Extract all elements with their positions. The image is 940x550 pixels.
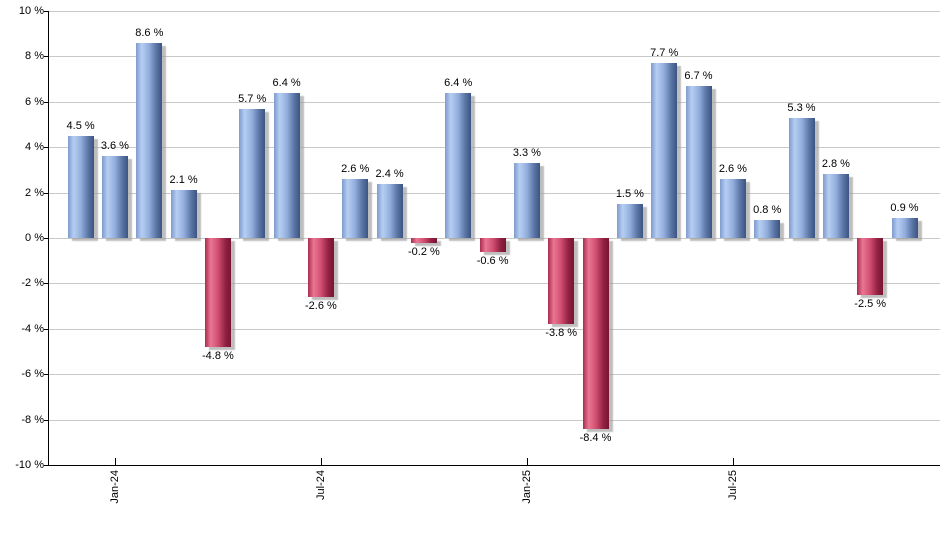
bar-Sep-25 xyxy=(788,117,815,238)
y-axis-tick-label: 10 % xyxy=(18,5,44,17)
bar-value-label: -0.6 % xyxy=(476,254,509,267)
y-axis-line xyxy=(48,11,49,466)
bar-value-label: 5.3 % xyxy=(787,101,816,114)
bar-Nov-25 xyxy=(857,238,884,295)
bar-Sep-24 xyxy=(376,183,403,238)
y-axis-tick xyxy=(44,11,48,12)
bar-value-label: -2.5 % xyxy=(854,297,887,310)
y-axis-tick-label: 8 % xyxy=(25,50,44,63)
bar-Apr-24 xyxy=(204,238,231,347)
x-axis-tick-label: Jan-25 xyxy=(520,470,533,504)
bar-value-label: 0.9 % xyxy=(890,201,919,214)
gridline xyxy=(48,328,940,330)
bar-Aug-24 xyxy=(342,179,369,238)
bar-value-label: 6.7 % xyxy=(684,69,713,82)
x-axis-tick-label: Jul-24 xyxy=(314,470,327,500)
y-axis-tick xyxy=(44,238,48,239)
y-axis-tick xyxy=(44,419,48,421)
bar-Apr-25 xyxy=(616,203,643,238)
y-axis-tick-label: -8 % xyxy=(21,413,44,426)
bar-value-label: -0.2 % xyxy=(407,245,440,258)
y-axis-tick-label: -10 % xyxy=(15,459,44,471)
x-axis-line xyxy=(48,465,940,466)
x-axis-tick xyxy=(526,458,528,465)
bar-Jan-24 xyxy=(101,156,128,238)
x-axis-tick-label: Jul-25 xyxy=(726,470,739,500)
bar-value-label: 6.4 % xyxy=(444,76,473,89)
bar-value-label: -8.4 % xyxy=(579,431,612,444)
x-axis-tick xyxy=(732,458,734,465)
gridline xyxy=(48,283,940,285)
bar-value-label: 1.5 % xyxy=(615,187,644,200)
gridline xyxy=(48,419,940,421)
bar-value-label: -4.8 % xyxy=(201,350,234,362)
bar-Nov-24 xyxy=(445,92,472,238)
gridline xyxy=(48,192,940,194)
bar-value-label: 3.3 % xyxy=(512,147,541,160)
bar-Dec-24 xyxy=(479,238,506,252)
y-axis-tick-label: -2 % xyxy=(21,277,44,290)
y-axis-tick xyxy=(44,56,48,58)
bar-value-label: 6.4 % xyxy=(272,76,301,89)
x-axis-tick-label: Jan-24 xyxy=(108,470,121,504)
gridline xyxy=(48,56,940,58)
y-axis-tick-label: 4 % xyxy=(25,141,44,154)
bar-May-25 xyxy=(651,63,678,238)
bar-value-label: 2.1 % xyxy=(169,174,198,187)
y-axis-tick xyxy=(44,328,48,330)
bar-value-label: 2.4 % xyxy=(375,167,404,180)
bar-value-label: 2.8 % xyxy=(821,158,850,171)
gridline xyxy=(48,374,940,376)
bar-Jul-24 xyxy=(307,238,334,297)
y-axis-tick-label: 2 % xyxy=(25,186,44,199)
bar-May-24 xyxy=(239,108,266,238)
y-axis-tick xyxy=(44,101,48,103)
bar-Mar-25 xyxy=(582,238,609,429)
bar-value-label: 4.5 % xyxy=(66,119,95,132)
bar-value-label: 0.8 % xyxy=(753,203,782,216)
y-axis-tick-label: -6 % xyxy=(21,368,44,381)
bar-Jun-25 xyxy=(685,85,712,238)
bar-Aug-25 xyxy=(754,219,781,238)
y-axis-tick-label: 0 % xyxy=(25,232,44,244)
gridline xyxy=(48,101,940,103)
bar-value-label: -3.8 % xyxy=(545,327,578,340)
bar-Jan-25 xyxy=(513,163,540,238)
bar-value-label: 8.6 % xyxy=(135,26,164,39)
bar-Jun-24 xyxy=(273,92,300,238)
bar-value-label: -2.6 % xyxy=(304,300,337,312)
y-axis-tick-label: 6 % xyxy=(25,95,44,108)
y-axis-tick xyxy=(44,465,48,466)
bar-value-label: 3.6 % xyxy=(100,140,129,153)
bar-Feb-25 xyxy=(548,238,575,325)
bar-Mar-24 xyxy=(170,190,197,238)
bar-Oct-25 xyxy=(822,174,849,238)
bar-value-label: 7.7 % xyxy=(650,47,679,60)
y-axis-tick-label: -4 % xyxy=(21,322,44,335)
y-axis-tick xyxy=(44,283,48,285)
bar-Jul-25 xyxy=(719,179,746,238)
x-axis-tick xyxy=(114,458,116,465)
bar-Oct-24 xyxy=(410,238,437,243)
bar-Dec-25 xyxy=(891,217,918,238)
bar-value-label: 2.6 % xyxy=(718,163,747,175)
gridline xyxy=(48,11,940,12)
bar-Dec-23 xyxy=(67,135,94,238)
y-axis-tick xyxy=(44,147,48,149)
y-axis-tick xyxy=(44,192,48,194)
bar-Feb-24 xyxy=(136,42,163,238)
bar-value-label: 5.7 % xyxy=(238,92,267,105)
x-axis-tick xyxy=(320,458,322,465)
y-axis-tick xyxy=(44,374,48,376)
gridline xyxy=(48,147,940,149)
bar-value-label: 2.6 % xyxy=(341,163,370,175)
